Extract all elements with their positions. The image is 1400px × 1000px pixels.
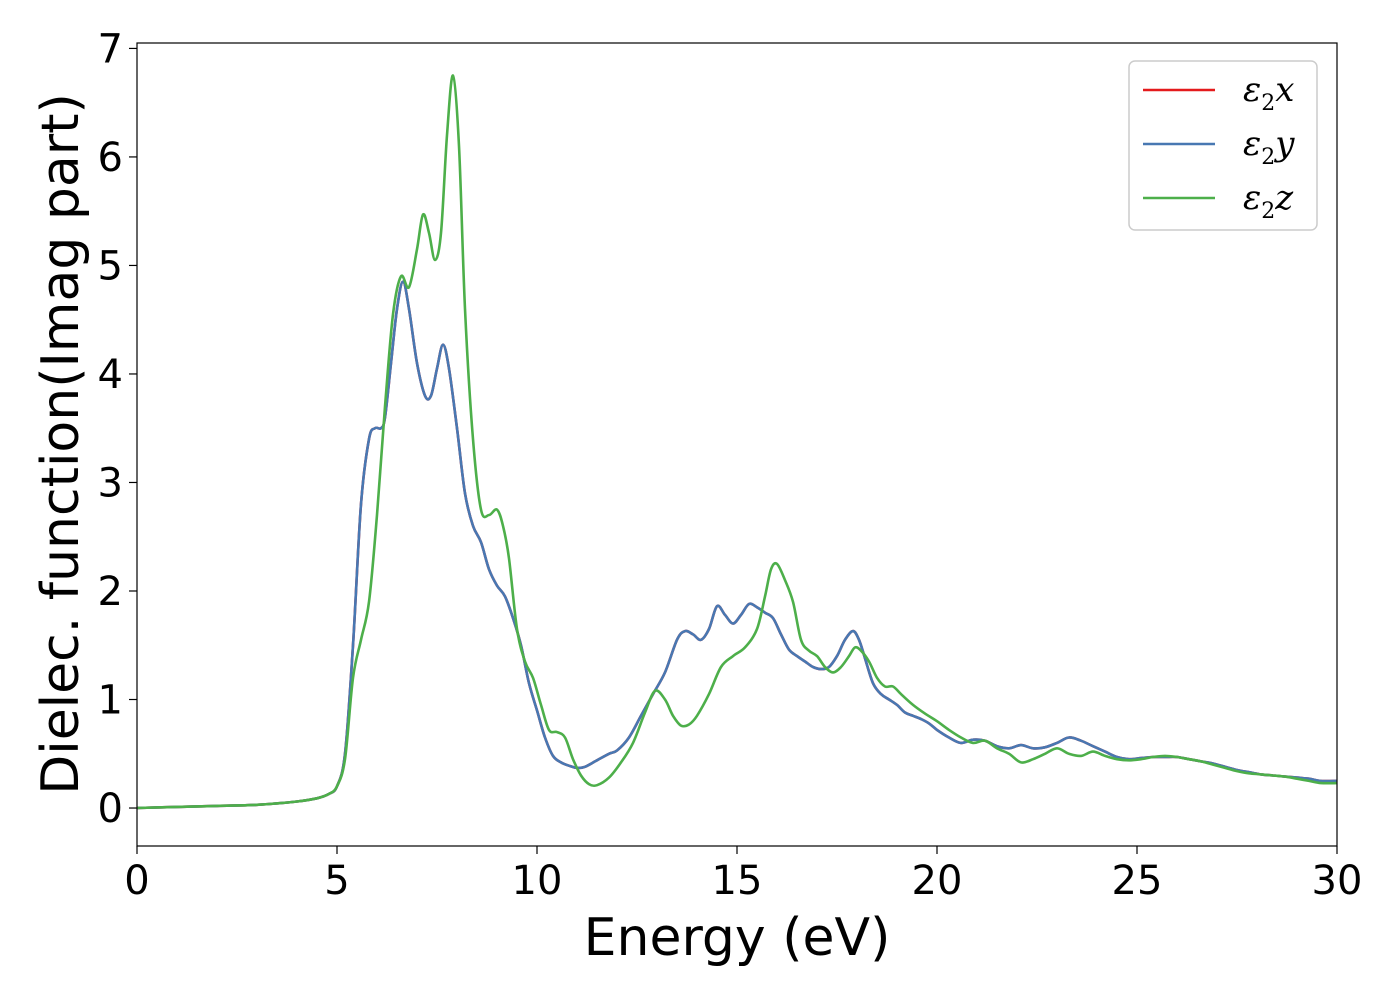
x-tick-label: 20 xyxy=(912,858,963,904)
legend-suffix: z xyxy=(1274,178,1294,218)
y-tick-label: 1 xyxy=(98,678,123,724)
x-tick-label: 25 xyxy=(1112,858,1163,904)
legend-label-x: ε2x xyxy=(1243,70,1294,116)
y-tick-label: 2 xyxy=(98,569,123,615)
x-tick-label: 5 xyxy=(324,858,349,904)
y-tick-label: 6 xyxy=(98,135,123,181)
x-axis: 0 5 10 15 20 25 30 xyxy=(124,846,1362,904)
y-tick-label: 4 xyxy=(98,352,123,398)
y-tick-label: 7 xyxy=(98,26,123,72)
legend-symbol: ε xyxy=(1243,70,1261,110)
y-axis: 0 1 2 3 4 5 6 7 xyxy=(98,26,137,832)
series-line-z xyxy=(136,74,1338,810)
y-tick-label: 0 xyxy=(98,786,123,832)
y-tick-label: 5 xyxy=(98,243,123,289)
legend-box xyxy=(1128,60,1318,231)
y-tick-label: 3 xyxy=(98,460,123,506)
legend-suffix: y xyxy=(1273,124,1295,164)
legend-subscript: 2 xyxy=(1261,145,1275,170)
y-axis-title: Dielec. function(Imag part) xyxy=(31,93,91,795)
legend-suffix: x xyxy=(1275,70,1294,110)
legend-label-y: ε2y xyxy=(1243,124,1295,170)
x-tick-label: 10 xyxy=(512,858,563,904)
legend-label-z: ε2z xyxy=(1243,178,1294,224)
series-layer xyxy=(136,74,1338,810)
legend-symbol: ε xyxy=(1243,178,1261,218)
x-tick-label: 15 xyxy=(712,858,763,904)
series-line-y xyxy=(136,280,1338,810)
x-tick-label: 30 xyxy=(1312,858,1363,904)
legend-symbol: ε xyxy=(1243,124,1261,164)
x-tick-label: 0 xyxy=(124,858,149,904)
legend-subscript: 2 xyxy=(1261,199,1275,224)
legend-subscript: 2 xyxy=(1261,91,1275,116)
x-axis-title: Energy (eV) xyxy=(584,908,891,968)
